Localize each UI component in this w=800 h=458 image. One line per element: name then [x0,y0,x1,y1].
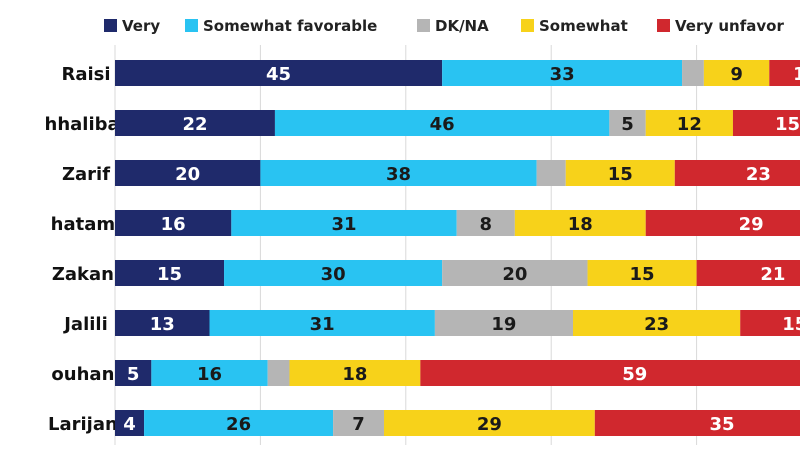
value-label-zakani-very: 15 [157,264,182,285]
category-label-larijani: Larijani [48,414,124,435]
value-label-larijani-somewhat-favorable: 26 [226,414,251,435]
bar-raisi-somewhat [703,60,770,86]
bar-zarif-dk-na [536,160,566,186]
bar-ouhani-very-unfavorable [420,360,800,386]
value-label-zakani-somewhat: 15 [630,264,655,285]
bar-jalili-very [115,310,210,336]
bar-hhalibaf-somewhat [645,110,733,136]
legend-swatch-somewhat [521,19,534,32]
bar-hatami-very [115,210,232,236]
bar-ouhani-very [115,360,152,386]
value-label-jalili-dk-na: 19 [491,314,516,335]
category-label-jalili: Jalili [62,314,108,335]
value-label-ouhani-somewhat: 18 [342,364,367,385]
category-label-zakani: Zakani [52,264,120,285]
bar-ouhani-dk-na [267,360,290,386]
value-label-zarif-very-unfavorable: 23 [746,164,771,185]
bar-zakani-somewhat-favorable [224,260,443,286]
value-label-jalili-somewhat: 23 [644,314,669,335]
value-label-hhalibaf-very: 22 [182,114,207,135]
value-label-ouhani-somewhat-favorable: 16 [197,364,222,385]
value-label-hatami-somewhat: 18 [568,214,593,235]
value-label-larijani-dk-na: 7 [352,414,365,435]
category-label-zarif: Zarif [62,164,110,185]
value-label-ouhani-very-unfavorable: 59 [622,364,647,385]
value-label-raisi-very: 45 [266,64,291,85]
bar-zakani-dk-na [442,260,588,286]
value-label-zarif-somewhat: 15 [608,164,633,185]
legend-label-dk-na: DK/NA [435,17,489,35]
bar-raisi-very [115,60,443,86]
bar-raisi-very-unfavorable [769,60,800,86]
value-label-hhalibaf-somewhat-favorable: 46 [430,114,455,135]
bar-ouhani-somewhat [289,360,421,386]
bar-hatami-somewhat [514,210,646,236]
bar-zakani-somewhat [587,260,697,286]
bar-zarif-somewhat-favorable [260,160,537,186]
bar-hatami-dk-na [456,210,515,236]
value-label-zakani-dk-na: 20 [502,264,527,285]
value-label-larijani-somewhat: 29 [477,414,502,435]
value-label-larijani-very: 4 [123,414,136,435]
value-label-hhalibaf-dk-na: 5 [621,114,634,135]
bar-ouhani-somewhat-favorable [151,360,268,386]
value-label-hhalibaf-somewhat: 12 [677,114,702,135]
value-label-jalili-very: 13 [150,314,175,335]
bar-zarif-somewhat [565,160,675,186]
bar-hatami-somewhat-favorable [231,210,457,236]
value-label-hatami-somewhat-favorable: 31 [331,214,356,235]
value-label-zarif-somewhat-favorable: 38 [386,164,411,185]
bar-hhalibaf-dk-na [609,110,646,136]
bar-larijani-somewhat-favorable [144,410,334,436]
legend-label-very: Very [122,17,160,35]
bar-jalili-somewhat-favorable [209,310,435,336]
category-label-ouhani: ouhani [51,364,120,385]
value-label-raisi-somewhat-favorable: 33 [550,64,575,85]
value-label-jalili-very-unfavorable: 15 [782,314,800,335]
value-label-larijani-very-unfavorable: 35 [710,414,735,435]
legend-swatch-dk-na [417,19,430,32]
value-label-hatami-very: 16 [161,214,186,235]
value-label-ouhani-very: 5 [127,364,140,385]
bar-raisi-dk-na [682,60,704,86]
bar-larijani-somewhat [383,410,595,436]
bar-jalili-dk-na [434,310,574,336]
legend-label-somewhat-favorable: Somewhat favorable [203,17,377,35]
bars: 4533910224651215203815231631818291530201… [115,60,800,436]
legend-swatch-very [104,19,117,32]
bar-jalili-somewhat [573,310,741,336]
legend-label-very-unfavorable: Very unfavor [675,17,784,35]
category-label-hatami: hatami [51,214,122,235]
category-label-raisi: Raisi [61,64,110,85]
bar-hhalibaf-very-unfavorable [732,110,800,136]
value-label-raisi-somewhat: 9 [730,64,743,85]
bar-jalili-very-unfavorable [740,310,800,336]
legend: Very Somewhat favorable DK/NA Somewhat Very … [104,17,784,35]
bar-larijani-very [115,410,145,436]
bar-larijani-dk-na [333,410,384,436]
value-label-hatami-very-unfavorable: 29 [739,214,764,235]
category-labels: Raisi hhalibaf Zarif hatami Zakani Jalili ouha… [45,64,128,435]
bar-zarif-very-unfavorable [674,160,800,186]
legend-swatch-somewhat-favorable [185,19,198,32]
value-label-zarif-very: 20 [175,164,200,185]
legend-swatch-very-unfavorable [657,19,670,32]
bar-zakani-very [115,260,225,286]
bar-hhalibaf-very [115,110,275,136]
value-label-jalili-somewhat-favorable: 31 [310,314,335,335]
bar-larijani-very-unfavorable [594,410,800,436]
bar-zakani-very-unfavorable [696,260,800,286]
value-label-hhalibaf-very-unfavorable: 15 [775,114,800,135]
legend-label-somewhat: Somewhat [539,17,628,35]
bar-hhalibaf-somewhat-favorable [274,110,610,136]
value-label-raisi-very-unfavorable: 10 [793,64,800,85]
value-label-zakani-somewhat-favorable: 30 [321,264,346,285]
value-label-zakani-very-unfavorable: 21 [760,264,785,285]
value-label-hatami-dk-na: 8 [480,214,493,235]
bar-hatami-very-unfavorable [645,210,800,236]
bar-raisi-somewhat-favorable [442,60,683,86]
bar-zarif-very [115,160,261,186]
category-label-hhalibaf: hhalibaf [45,114,128,135]
